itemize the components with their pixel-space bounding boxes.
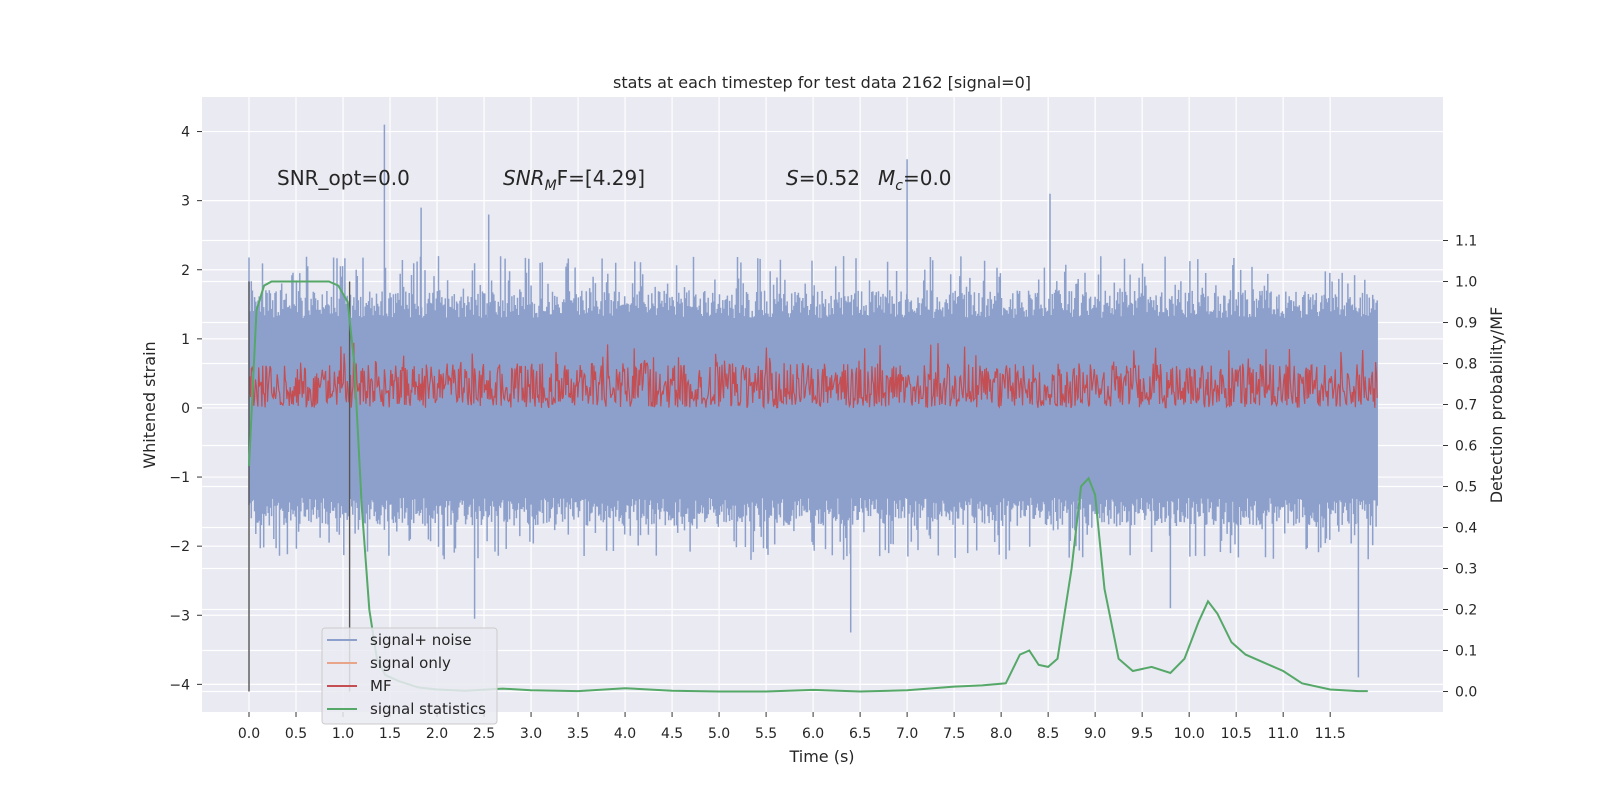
x-tick-label: 5.5: [755, 726, 777, 742]
x-tick-label: 0.5: [285, 726, 307, 742]
x-tick-label: 1.5: [379, 726, 401, 742]
x-tick-label: 4.5: [661, 726, 683, 742]
s-symbol: S: [786, 166, 799, 190]
x-axis-label: Time (s): [788, 747, 854, 766]
legend-label-signal-noise: signal+ noise: [370, 631, 472, 649]
x-tick-label: 2.0: [426, 726, 448, 742]
y2-tick-label: 1.0: [1455, 275, 1477, 291]
x-tick-label: 8.0: [990, 726, 1012, 742]
annotation-snr-mf: SNRMF=[4.29]: [503, 166, 645, 194]
y-tick-label: −3: [169, 608, 190, 624]
mc-symbol: M: [878, 166, 895, 190]
y2-axis-label: Detection probability/MF: [1487, 307, 1506, 504]
y2-tick-label: 0.5: [1455, 480, 1477, 496]
signal-statistics-line: [248, 280, 1368, 693]
x-tick-label: 10.5: [1221, 726, 1252, 742]
y2-tick-label: 0.4: [1455, 521, 1477, 537]
x-tick-label: 1.0: [332, 726, 354, 742]
annotation-snr-opt: SNR_opt=0.0: [277, 166, 410, 190]
x-tick-label: 0.0: [238, 726, 260, 742]
series-signal-noise: [248, 124, 1378, 678]
series-mf: [248, 342, 1378, 410]
legend-label-mf: MF: [370, 677, 392, 695]
series-signal-statistics: [248, 280, 1368, 693]
y-axis-label: Whitened strain: [140, 341, 159, 468]
y-tick-label: −2: [169, 539, 190, 555]
legend-label-signal-only: signal only: [370, 654, 451, 672]
legend-box: [321, 627, 498, 725]
x-tick-label: 3.5: [567, 726, 589, 742]
mc-subscript: c: [895, 178, 903, 194]
y-tick-label: 1: [181, 332, 190, 348]
x-tick-label: 3.0: [520, 726, 542, 742]
x-tick-label: 7.5: [943, 726, 965, 742]
vertical-markers: [248, 281, 351, 692]
y-tick-label: 4: [181, 125, 190, 141]
mc-value: =0.0: [903, 166, 952, 190]
s-value: =0.52: [799, 166, 860, 190]
y-tick-label: 3: [181, 194, 190, 210]
legend-label-signal-statistics: signal statistics: [370, 700, 486, 718]
y2-tick-label: 0.6: [1455, 439, 1477, 455]
snr-mf-prefix: SNR: [503, 166, 545, 190]
chart-title: stats at each timestep for test data 216…: [613, 73, 1031, 92]
axis-ticks: 0.0 0.5 1.0 1.5 2.0 2.5 3.0 3.5 4.0 4.5 5.0 5.5 6.0 6…: [169, 125, 1477, 742]
y2-tick-label: 0.7: [1455, 398, 1477, 414]
snr-mf-subscript: M: [545, 178, 557, 194]
y-tick-label: 0: [181, 401, 190, 417]
x-tick-label: 6.5: [849, 726, 871, 742]
x-tick-label: 6.0: [802, 726, 824, 742]
annotation-s-mc: S=0.52 Mc=0.0: [786, 166, 952, 194]
x-tick-label: 8.5: [1037, 726, 1059, 742]
y2-tick-label: 1.1: [1455, 234, 1477, 250]
y-tick-label: 2: [181, 263, 190, 279]
x-tick-label: 4.0: [614, 726, 636, 742]
x-tick-label: 10.0: [1174, 726, 1205, 742]
y2-tick-label: 0.0: [1455, 685, 1477, 701]
x-tick-label: 11.5: [1315, 726, 1346, 742]
x-tick-label: 5.0: [708, 726, 730, 742]
y2-tick-label: 0.2: [1455, 603, 1477, 619]
x-tick-label: 9.0: [1084, 726, 1106, 742]
y2-tick-label: 0.1: [1455, 644, 1477, 660]
x-tick-label: 7.0: [896, 726, 918, 742]
y2-tick-label: 0.9: [1455, 316, 1477, 332]
y2-tick-label: 0.3: [1455, 562, 1477, 578]
x-tick-label: 2.5: [473, 726, 495, 742]
legend: signal+ noise signal only MF signal stat…: [321, 627, 498, 725]
x-tick-label: 11.0: [1268, 726, 1299, 742]
x-tick-label: 9.5: [1131, 726, 1153, 742]
y-tick-label: −1: [169, 470, 190, 486]
y2-tick-label: 0.8: [1455, 357, 1477, 373]
y-tick-label: −4: [169, 677, 190, 693]
mf-line: [248, 342, 1378, 410]
snr-mf-suffix: F=[4.29]: [557, 166, 645, 190]
